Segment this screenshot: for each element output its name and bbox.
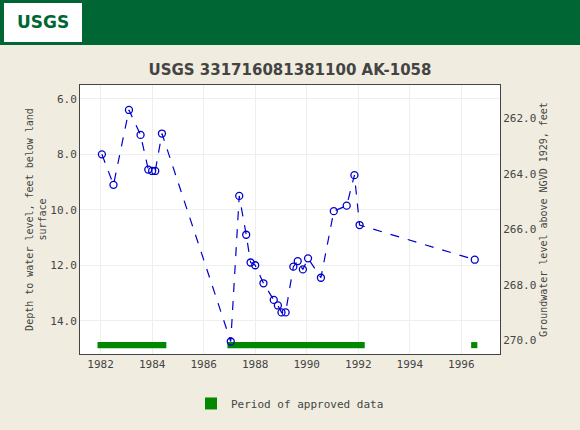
svg-text:262.0: 262.0: [503, 112, 536, 125]
svg-text:1990: 1990: [294, 358, 321, 371]
svg-text:1994: 1994: [397, 358, 424, 371]
svg-text:Period of approved data: Period of approved data: [231, 398, 383, 411]
svg-text:1996: 1996: [448, 358, 475, 371]
svg-text:1988: 1988: [242, 358, 269, 371]
svg-text:270.0: 270.0: [503, 334, 536, 347]
svg-text:USGS 331716081381100 AK-1058: USGS 331716081381100 AK-1058: [148, 61, 431, 79]
svg-text:266.0: 266.0: [503, 223, 536, 236]
html-text:USGS: USGS: [16, 12, 70, 32]
svg-text:Groundwater level above NGVD 1: Groundwater level above NGVD 1929, feet: [538, 102, 549, 337]
svg-text:1992: 1992: [345, 358, 372, 371]
svg-text:12.0: 12.0: [50, 259, 77, 272]
svg-text:1986: 1986: [190, 358, 217, 371]
svg-text:264.0: 264.0: [503, 168, 536, 181]
svg-text:Depth to water level, feet bel: Depth to water level, feet below landsur…: [24, 108, 48, 331]
svg-text:14.0: 14.0: [50, 315, 77, 328]
svg-text:6.0: 6.0: [57, 93, 77, 106]
svg-text:1982: 1982: [87, 358, 114, 371]
svg-text:268.0: 268.0: [503, 279, 536, 292]
svg-text:10.0: 10.0: [50, 204, 77, 217]
svg-text:8.0: 8.0: [57, 148, 77, 161]
svg-text:1984: 1984: [139, 358, 166, 371]
